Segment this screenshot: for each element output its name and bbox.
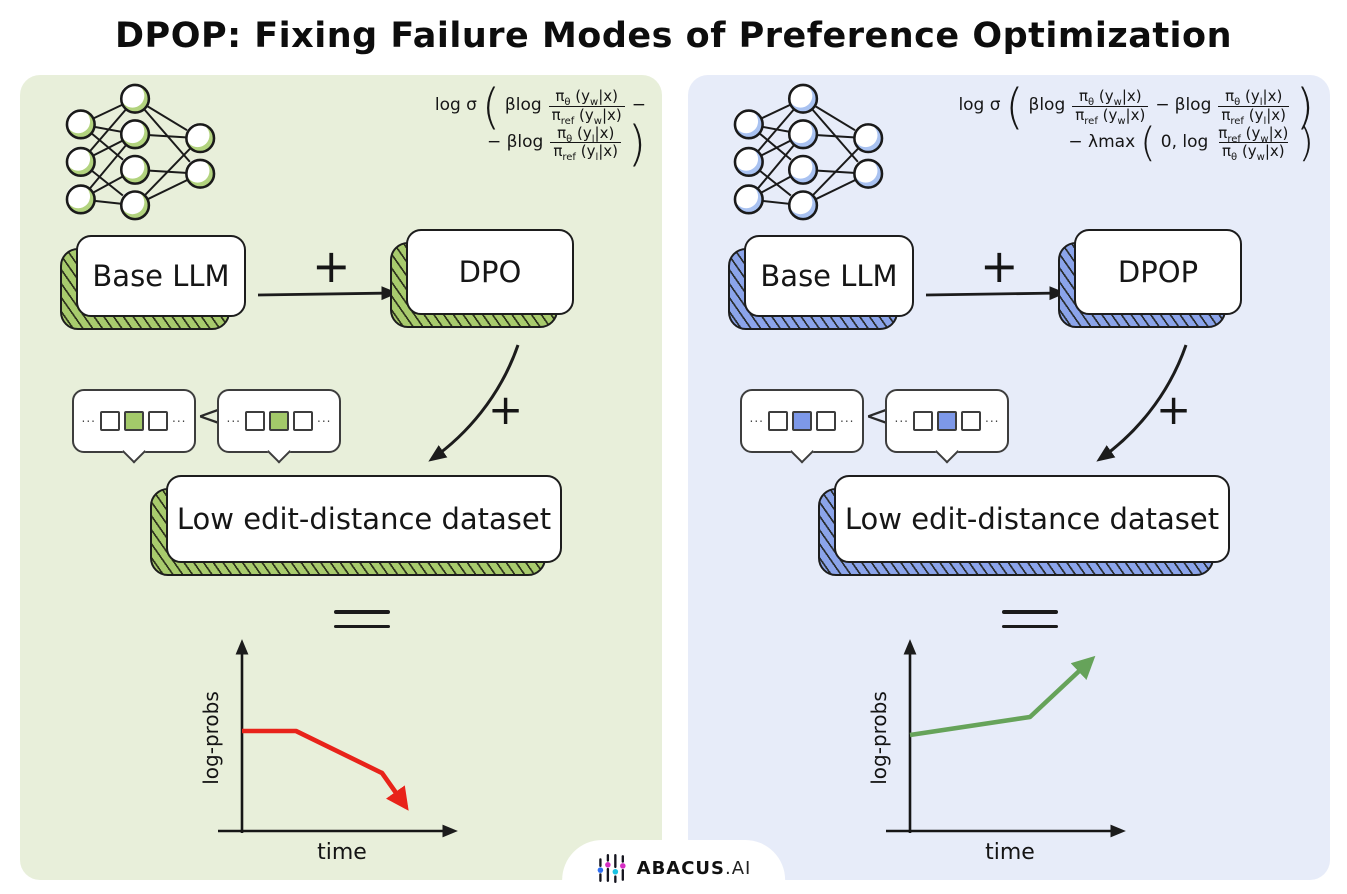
logo-suffix: .AI [725, 857, 752, 879]
dpo-loss-formula: log σ ( βlog πθ (yw|x) πref (yw|x) − − β… [434, 77, 646, 172]
x-axis-label: time [985, 840, 1035, 865]
abacus-ai-logo: ABACUS.AI [561, 840, 786, 894]
logo-brand: ABACUS [636, 857, 726, 879]
token-square [768, 411, 788, 431]
token-square [961, 411, 981, 431]
base-llm-box: Base LLM [728, 235, 914, 330]
dispreferred-tokens-bubble: ... ... [217, 389, 341, 453]
y-axis-label: log-probs [199, 691, 223, 785]
trend-line-rising [909, 655, 1096, 738]
math-token: βlog [1174, 95, 1212, 116]
token-square-highlighted [792, 411, 812, 431]
plus-sign: + [980, 239, 1019, 293]
equals-sign: = [1002, 599, 1058, 639]
right-arrow [257, 286, 399, 301]
token-square-highlighted [124, 411, 144, 431]
math-token: − βlog [486, 131, 544, 152]
math-token: log σ [958, 95, 1001, 116]
token-square [816, 411, 836, 431]
token-square-highlighted [269, 411, 289, 431]
fraction: πref (yw|x) πθ (yw|x) [1218, 123, 1289, 164]
minus-sign: − [1155, 95, 1170, 116]
token-square [293, 411, 313, 431]
formula-line-1: log σ ( βlog πθ (yw|x) πref (yw|x) − [434, 77, 646, 135]
fraction: πθ (yw|x) πref (yw|x) [1072, 88, 1149, 126]
curved-arrow [428, 344, 520, 462]
log-probs-chart: log-probs time [199, 639, 458, 865]
formula-line-2: − βlog πθ (yl|x) πref (yl|x) ) [486, 114, 646, 172]
log-probs-chart: log-probs time [867, 639, 1126, 865]
math-token: βlog [504, 95, 542, 116]
token-square [913, 411, 933, 431]
token-square [148, 411, 168, 431]
dpo-box: DPO [390, 229, 574, 328]
dataset-box: Low edit-distance dataset [818, 475, 1230, 576]
dataset-label: Low edit-distance dataset [844, 502, 1220, 536]
dispreferred-tokens-bubble: ... ... [885, 389, 1009, 453]
base-llm-box: Base LLM [60, 235, 246, 330]
dpo-panel: log σ ( βlog πθ (yw|x) πref (yw|x) − − β… [20, 75, 662, 880]
base-llm-label: Base LLM [92, 259, 230, 293]
page-title: DPOP: Fixing Failure Modes of Preference… [114, 16, 1233, 56]
dpop-box: DPOP [1058, 229, 1242, 328]
fraction: πθ (yw|x) πref (yw|x) [548, 88, 625, 126]
dpo-label: DPO [458, 255, 522, 289]
right-arrow [925, 286, 1067, 301]
minus-sign: − [631, 95, 646, 116]
trend-line-declining [242, 728, 409, 811]
math-token: log σ [434, 95, 477, 116]
formula-line-1: log σ ( βlog πθ (yw|x) πref (yw|x) − βlo… [958, 77, 1314, 135]
preferred-tokens-bubble: ... ... [740, 389, 864, 453]
neural-network-icon [65, 82, 216, 221]
less-than-sign: < [197, 399, 221, 432]
y-axis-label: log-probs [867, 691, 891, 785]
fraction: πθ (yl|x) πref (yl|x) [550, 125, 622, 163]
curved-arrow [1096, 344, 1188, 462]
math-token: 0, log [1160, 131, 1209, 152]
plus-sign: + [1156, 385, 1192, 434]
neural-network-icon [733, 82, 884, 221]
plus-sign: + [312, 239, 351, 293]
math-token: − λmax [1068, 131, 1136, 152]
token-square [100, 411, 120, 431]
less-than-sign: < [865, 399, 889, 432]
dataset-box: Low edit-distance dataset [150, 475, 562, 576]
dataset-label: Low edit-distance dataset [176, 502, 552, 536]
dpop-loss-formula: log σ ( βlog πθ (yw|x) πref (yw|x) − βlo… [958, 77, 1314, 166]
fraction: πθ (yl|x) πref (yl|x) [1218, 88, 1290, 126]
dpop-label: DPOP [1117, 255, 1199, 289]
math-token: βlog [1028, 95, 1066, 116]
logo-text: ABACUS.AI [637, 858, 752, 879]
dpop-panel: log σ ( βlog πθ (yw|x) πref (yw|x) − βlo… [688, 75, 1330, 880]
formula-line-2: − λmax ( 0, log πref (yw|x) πθ (yw|x) ) [1068, 119, 1314, 166]
preferred-tokens-bubble: ... ... [72, 389, 196, 453]
token-square-highlighted [937, 411, 957, 431]
equals-sign: = [334, 599, 390, 639]
token-square [245, 411, 265, 431]
abacus-icon [597, 854, 626, 884]
plus-sign: + [488, 385, 524, 434]
x-axis-label: time [317, 840, 367, 865]
base-llm-label: Base LLM [760, 259, 898, 293]
